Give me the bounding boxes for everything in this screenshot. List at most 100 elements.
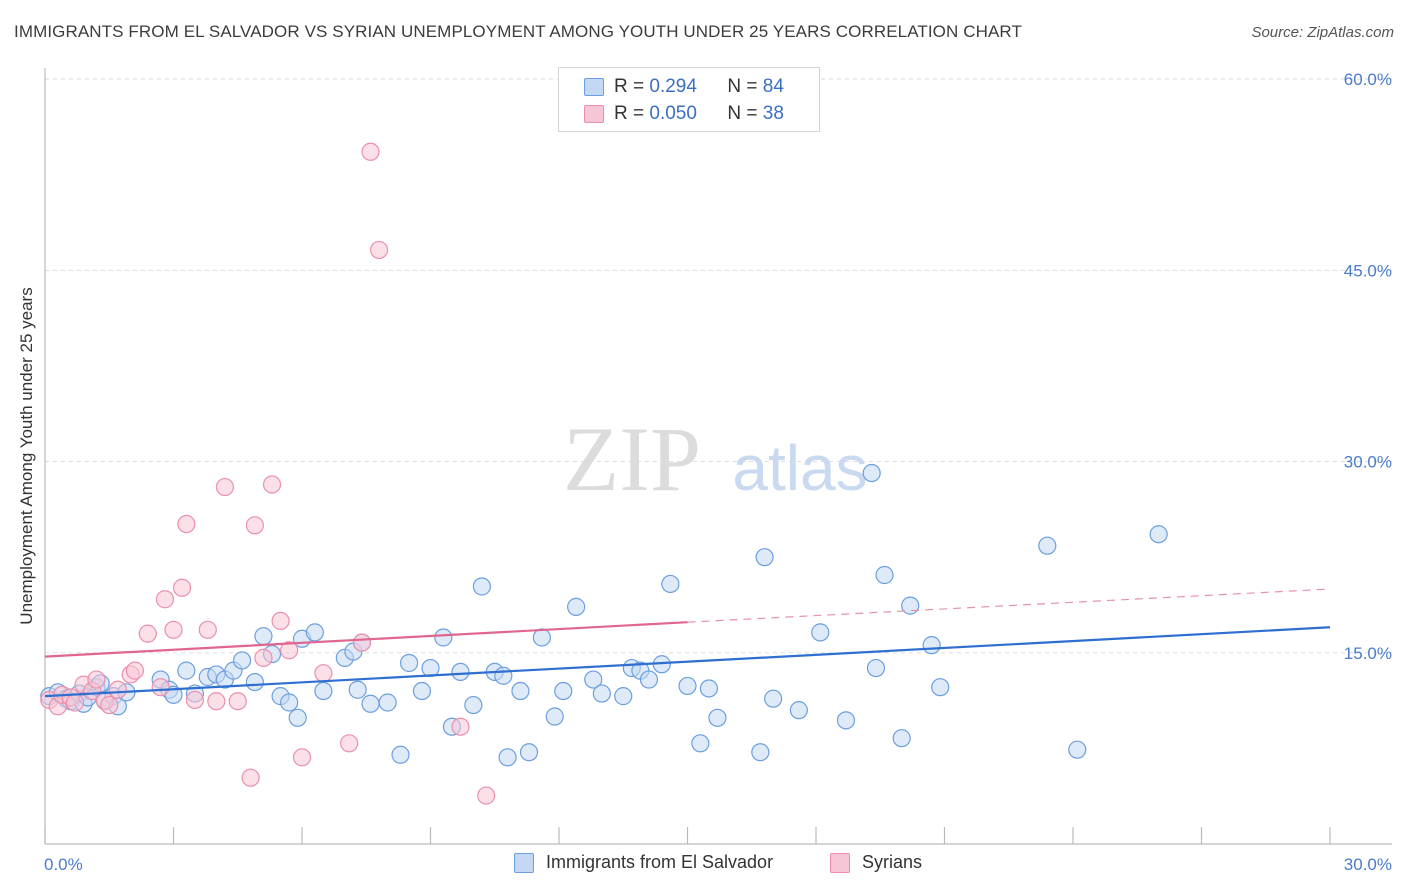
el-salvador-point <box>567 597 586 616</box>
legend-r-value: 0.050 <box>649 103 697 124</box>
trend-lines <box>44 588 1331 698</box>
syrians-point <box>108 680 127 699</box>
y-tick-label: 60.0% <box>1344 70 1392 89</box>
syrians-point <box>87 670 106 689</box>
el-salvador-point <box>892 729 911 748</box>
syrians-point <box>361 142 380 161</box>
el-salvador-point <box>1149 525 1168 544</box>
syrians-point <box>292 748 312 767</box>
el-salvador-point <box>305 623 324 642</box>
trend-line-syrians <box>44 621 688 658</box>
el-salvador-point <box>751 743 770 762</box>
trend-line-syrians-extension <box>687 588 1331 623</box>
el-salvador-point <box>412 681 432 701</box>
el-salvador-point <box>901 596 920 615</box>
el-salvador-point <box>511 681 530 701</box>
legend-r-value: 0.294 <box>649 76 697 97</box>
el-salvador-point <box>280 693 299 712</box>
series-legend-label: Syrians <box>862 852 923 872</box>
el-salvador-point <box>494 666 513 685</box>
el-salvador-point <box>1038 536 1057 555</box>
el-salvador-point <box>391 745 410 764</box>
syrians-point <box>254 648 273 667</box>
syrians-point <box>177 514 196 534</box>
el-salvador-point <box>472 577 491 596</box>
syrians-point <box>155 590 175 609</box>
y-tick-label: 15.0% <box>1344 644 1392 663</box>
y-tick-label: 30.0% <box>1344 453 1392 472</box>
legend-n-value: 38 <box>762 103 784 124</box>
el-salvador-point <box>639 670 659 689</box>
syrians-point <box>100 695 119 715</box>
el-salvador-point <box>862 463 881 483</box>
syrians-point <box>340 734 359 753</box>
syrians-point <box>172 578 192 597</box>
legend-r-label: R = <box>614 76 645 97</box>
syrians-point <box>241 768 260 787</box>
syrians-point <box>125 661 145 680</box>
el-salvador-point <box>584 670 603 689</box>
el-salvador-point <box>554 681 573 701</box>
syrians-point <box>198 620 217 639</box>
el-salvador-point <box>764 689 783 708</box>
syrians-point <box>352 633 372 652</box>
legend-swatch-el-salvador <box>584 78 604 96</box>
trend-line-el-salvador <box>44 626 1331 698</box>
el-salvador-point <box>545 707 564 726</box>
legend-row-el-salvador: R = 0.294 N = 84 <box>584 76 784 98</box>
syrians-point <box>451 717 470 736</box>
el-salvador-point <box>755 548 774 567</box>
syrians-point <box>164 620 183 639</box>
el-salvador-point <box>314 681 333 701</box>
el-salvador-point <box>811 623 830 642</box>
syrians-point <box>215 477 234 497</box>
legend-row-syrians: R = 0.050 N = 38 <box>584 103 784 125</box>
el-salvador-point <box>661 574 680 594</box>
el-salvador-point <box>288 708 307 727</box>
el-salvador-point <box>245 673 264 692</box>
el-salvador-point <box>592 684 611 703</box>
series-legend-el-salvador: Immigrants from El Salvador <box>514 852 773 873</box>
el-salvador-point <box>399 653 419 673</box>
el-salvador-point <box>678 676 697 696</box>
axes <box>44 68 1392 845</box>
el-salvador-point <box>519 743 539 762</box>
legend-n-value: 84 <box>762 76 784 97</box>
el-salvador-point <box>708 708 727 727</box>
el-salvador-point <box>434 628 453 647</box>
series-syrians-points <box>40 142 496 805</box>
syrians-point <box>314 664 333 683</box>
el-salvador-point <box>498 748 517 767</box>
el-salvador-point <box>1068 740 1087 759</box>
el-salvador-point <box>614 687 633 706</box>
syrians-point <box>138 624 157 643</box>
source-credit: Source: ZipAtlas.com <box>1251 24 1394 41</box>
legend-n-label: N = <box>727 76 758 97</box>
el-salvador-point <box>232 651 252 670</box>
el-salvador-point <box>922 636 941 655</box>
series-legend-swatch-el-salvador <box>514 852 534 873</box>
syrians-point <box>245 516 264 535</box>
syrians-point <box>280 641 299 660</box>
syrians-point <box>207 692 226 711</box>
syrians-point <box>151 678 170 697</box>
el-salvador-point <box>421 658 440 678</box>
watermark-zip: ZIP <box>563 408 701 510</box>
el-salvador-point <box>866 658 886 678</box>
watermark: ZIP atlas <box>563 408 868 510</box>
el-salvador-point <box>691 734 710 753</box>
chart-title: IMMIGRANTS FROM EL SALVADOR VS SYRIAN UN… <box>14 22 1022 41</box>
el-salvador-point <box>836 711 856 730</box>
gridlines <box>45 78 1392 654</box>
syrians-point <box>271 611 290 631</box>
x-tick-label: 30.0% <box>1344 855 1392 874</box>
el-salvador-point <box>177 661 196 680</box>
el-salvador-point <box>464 695 483 715</box>
legend-r-label: R = <box>614 103 645 124</box>
tick-labels: 15.0% 30.0% 45.0% 60.0% 0.0% 30.0% <box>44 70 1392 874</box>
series-legend-label: Immigrants from El Salvador <box>546 852 774 872</box>
el-salvador-point <box>789 701 808 720</box>
series-legend-swatch-syrians <box>830 852 850 873</box>
el-salvador-point <box>378 693 397 712</box>
